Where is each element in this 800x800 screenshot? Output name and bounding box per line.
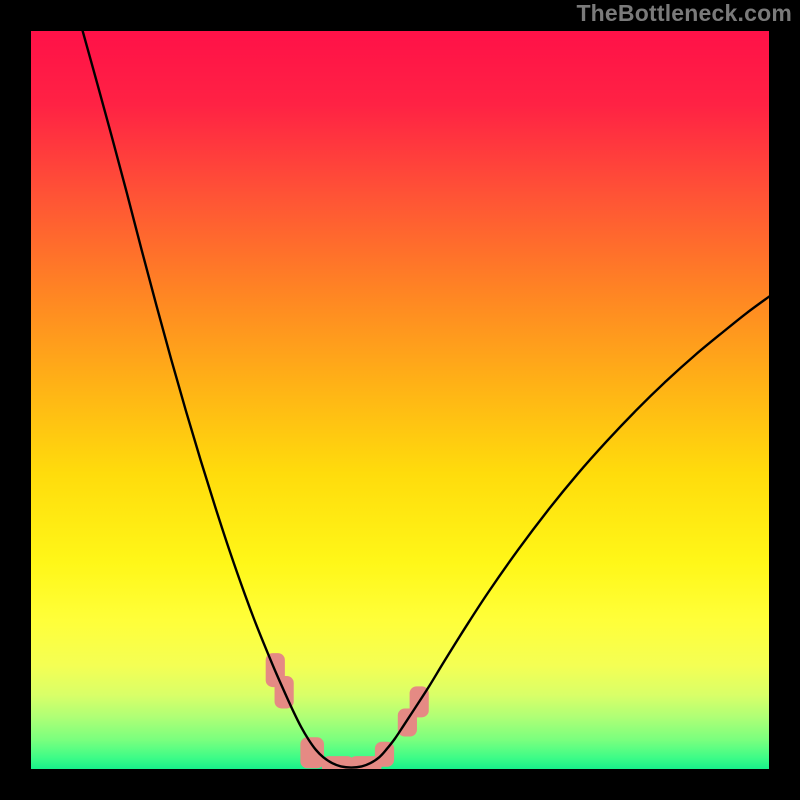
bottleneck-chart (31, 31, 769, 769)
gradient-background (31, 31, 769, 769)
floor-marker (300, 737, 324, 768)
chart-stage: TheBottleneck.com (0, 0, 800, 800)
watermark-text: TheBottleneck.com (576, 0, 792, 27)
